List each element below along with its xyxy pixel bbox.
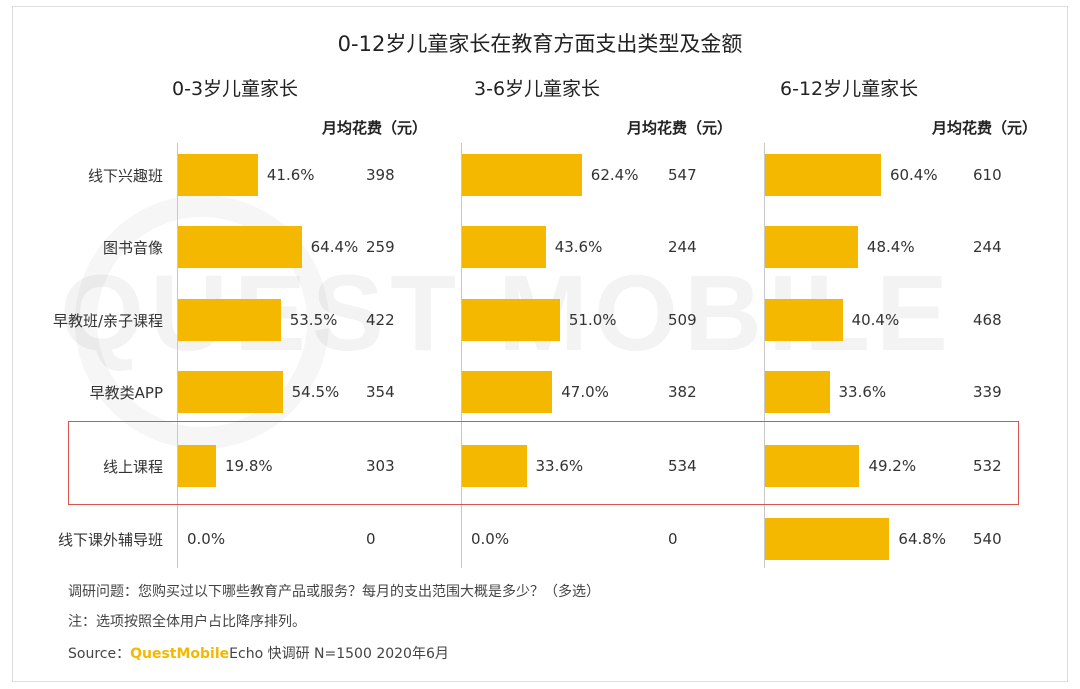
- panel-title: 3-6岁儿童家长: [474, 78, 601, 100]
- survey-question: 调研问题：您购买过以下哪些教育产品或服务？每月的支出范围大概是多少？（多选）: [68, 584, 600, 600]
- bar: [462, 371, 553, 413]
- bar: [765, 518, 890, 560]
- percent-label: 51.0%: [568, 311, 617, 329]
- category-label: 线下兴趣班: [87, 167, 163, 185]
- bar: [462, 299, 560, 341]
- percent-label: 0.0%: [471, 530, 510, 548]
- amount-value: 339: [973, 383, 1002, 401]
- amount-value: 354: [366, 383, 395, 401]
- category-label: 线下课外辅导班: [57, 531, 163, 549]
- amount-value: 534: [668, 457, 697, 475]
- amount-value: 303: [366, 457, 395, 475]
- panel-axis-line: [177, 143, 178, 568]
- amount-value: 610: [973, 166, 1002, 184]
- category-label: 线上课程: [102, 458, 163, 476]
- bar: [178, 445, 217, 487]
- bar: [765, 226, 858, 268]
- source-prefix: Source：: [68, 646, 131, 662]
- source-details: Echo 快调研 N=1500 2020年6月: [229, 646, 449, 662]
- amount-value: 532: [973, 457, 1002, 475]
- bar: [765, 371, 830, 413]
- percent-label: 41.6%: [266, 166, 315, 184]
- amount-value: 244: [973, 238, 1002, 256]
- amount-value: 398: [366, 166, 395, 184]
- percent-label: 54.5%: [291, 383, 340, 401]
- amount-value: 540: [973, 530, 1002, 548]
- amount-value: 547: [668, 166, 697, 184]
- percent-label: 47.0%: [561, 383, 609, 401]
- source-line: Source：QuestMobileEcho 快调研 N=1500 2020年6…: [68, 643, 449, 663]
- percent-label: 62.4%: [590, 166, 639, 184]
- amount-column-header: 月均花费（元）: [932, 119, 1038, 137]
- category-label: 图书音像: [102, 239, 163, 257]
- amount-value: 0: [366, 530, 376, 548]
- sort-note: 注：选项按照全体用户占比降序排列。: [68, 614, 306, 630]
- percent-label: 33.6%: [838, 383, 887, 401]
- panel-title: 6-12岁儿童家长: [780, 78, 919, 100]
- bar: [178, 371, 283, 413]
- percent-label: 40.4%: [851, 311, 900, 329]
- percent-label: 53.5%: [289, 311, 338, 329]
- amount-value: 468: [973, 311, 1002, 329]
- percent-label: 64.8%: [898, 530, 947, 548]
- amount-value: 0: [668, 530, 678, 548]
- bar: [765, 445, 860, 487]
- chart-frame: [12, 6, 1068, 682]
- percent-label: 0.0%: [187, 530, 226, 548]
- panel-title: 0-3岁儿童家长: [172, 78, 299, 100]
- percent-label: 43.6%: [554, 238, 603, 256]
- percent-label: 48.4%: [866, 238, 915, 256]
- bar: [765, 154, 881, 196]
- bar: [462, 445, 527, 487]
- highlight-box: [68, 421, 1019, 505]
- bar: [178, 154, 258, 196]
- bar: [178, 226, 302, 268]
- amount-column-header: 月均花费（元）: [322, 119, 428, 137]
- bar: [765, 299, 843, 341]
- amount-value: 382: [668, 383, 697, 401]
- amount-value: 422: [366, 311, 395, 329]
- percent-label: 60.4%: [889, 166, 938, 184]
- percent-label: 64.4%: [310, 238, 359, 256]
- bar: [462, 226, 546, 268]
- percent-label: 19.8%: [225, 457, 273, 475]
- amount-column-header: 月均花费（元）: [627, 119, 733, 137]
- panel-axis-line: [764, 143, 765, 568]
- percent-label: 49.2%: [868, 457, 917, 475]
- amount-value: 244: [668, 238, 697, 256]
- panel-axis-line: [461, 143, 462, 568]
- bar: [178, 299, 281, 341]
- source-brand: QuestMobile: [130, 646, 230, 662]
- category-label: 早教类APP: [89, 384, 163, 402]
- percent-label: 33.6%: [535, 457, 584, 475]
- amount-value: 509: [668, 311, 697, 329]
- category-label: 早教班/亲子课程: [52, 312, 163, 330]
- amount-value: 259: [366, 238, 395, 256]
- bar: [462, 154, 582, 196]
- chart-title: 0-12岁儿童家长在教育方面支出类型及金额: [337, 32, 743, 56]
